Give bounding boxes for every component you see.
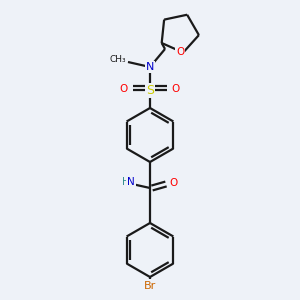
- Text: CH₃: CH₃: [110, 56, 126, 64]
- Text: H: H: [122, 177, 130, 187]
- Text: O: O: [170, 178, 178, 188]
- Text: O: O: [172, 84, 180, 94]
- Text: N: N: [146, 62, 154, 72]
- Text: O: O: [176, 46, 184, 57]
- Text: S: S: [146, 83, 154, 97]
- Text: N: N: [127, 177, 135, 187]
- Text: O: O: [120, 84, 128, 94]
- Text: Br: Br: [144, 281, 156, 291]
